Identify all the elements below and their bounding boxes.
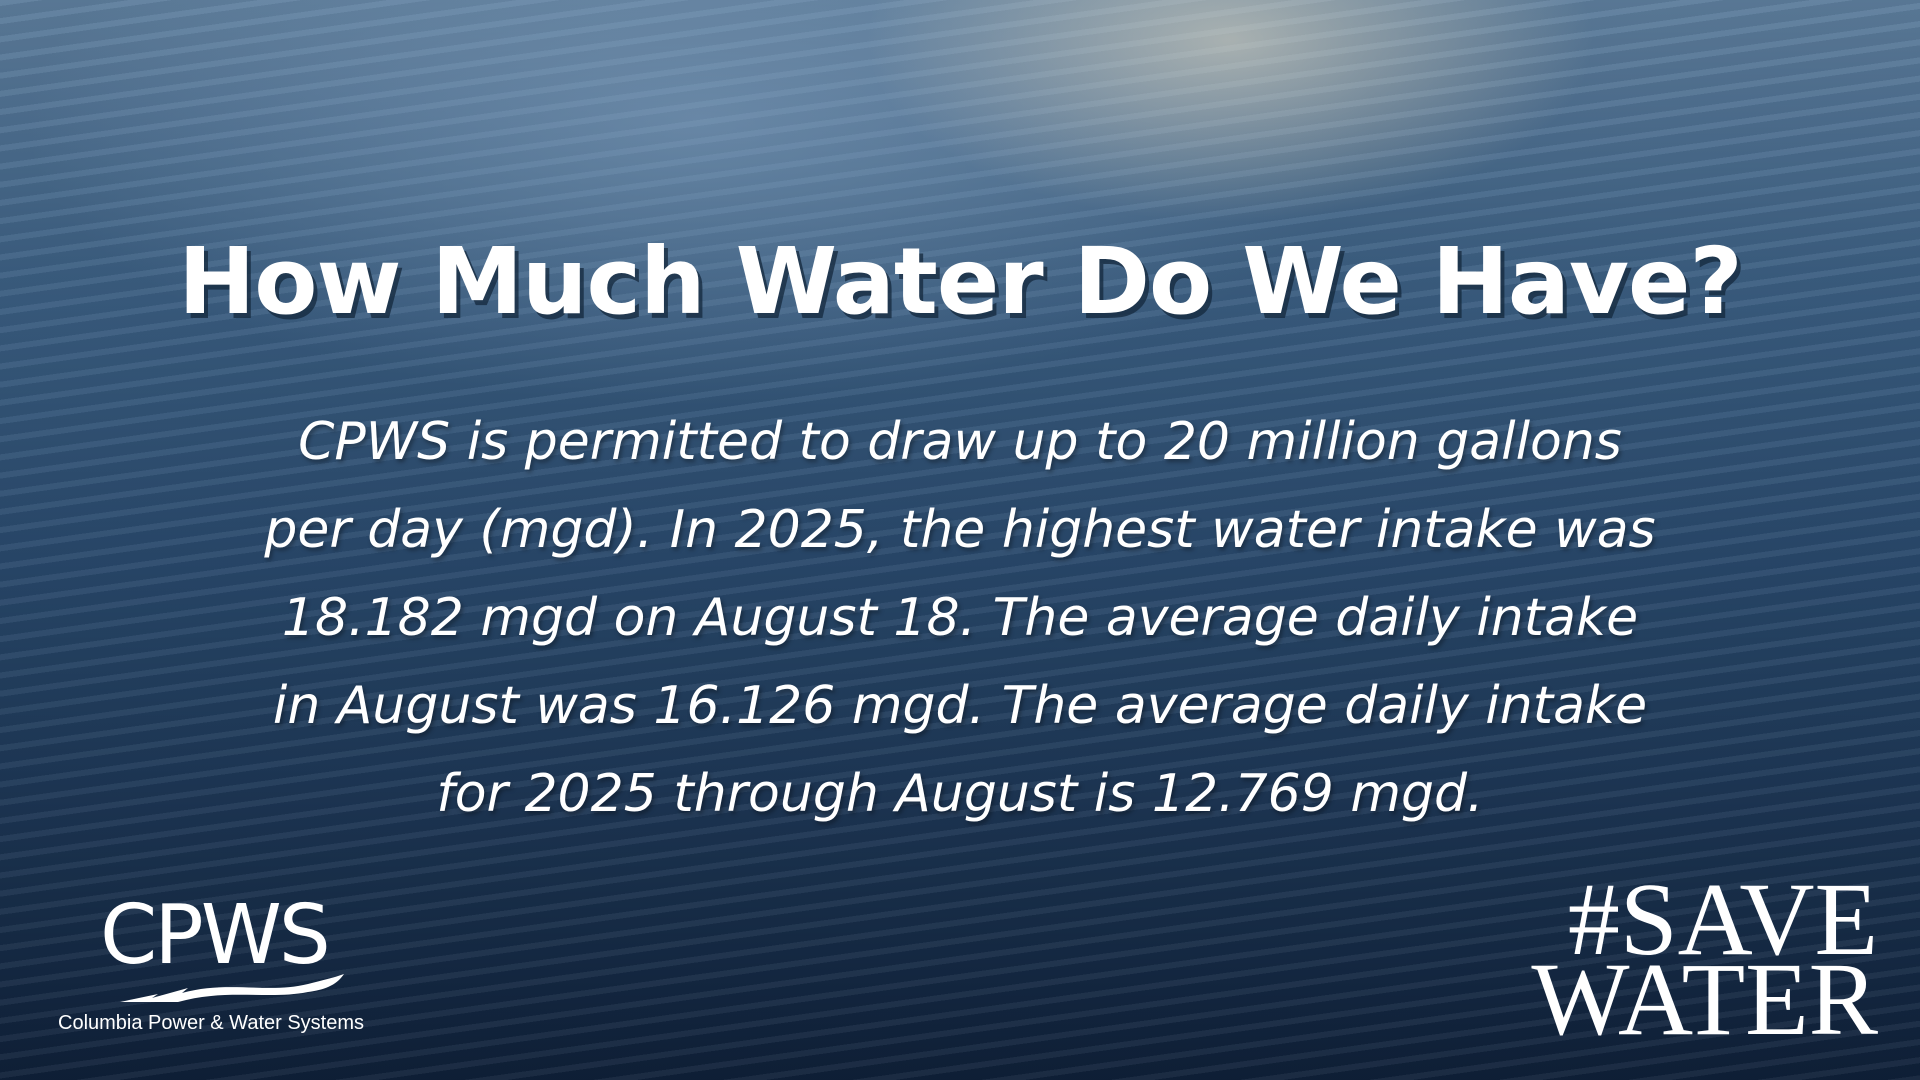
body-line: 18.182 mgd on August 18. The average dai… [281, 588, 1639, 648]
hashtag-line: #SAVE [1567, 862, 1878, 977]
title: How Much Water Do We Have? [178, 228, 1742, 335]
wave-shape [120, 974, 344, 1002]
logo-name: CPWS [100, 888, 331, 983]
hashtag-line: WATER [1531, 942, 1878, 1057]
body-line: per day (mgd). In 2025, the highest wate… [264, 500, 1656, 560]
body-line: in August was 16.126 mgd. The average da… [272, 676, 1648, 736]
logo-subtitle: Columbia Power & Water Systems [58, 1012, 365, 1034]
logo-wave [120, 974, 344, 1002]
body-line: CPWS is permitted to draw up to 20 milli… [298, 412, 1622, 472]
body-line: for 2025 through August is 12.769 mgd. [436, 764, 1484, 824]
